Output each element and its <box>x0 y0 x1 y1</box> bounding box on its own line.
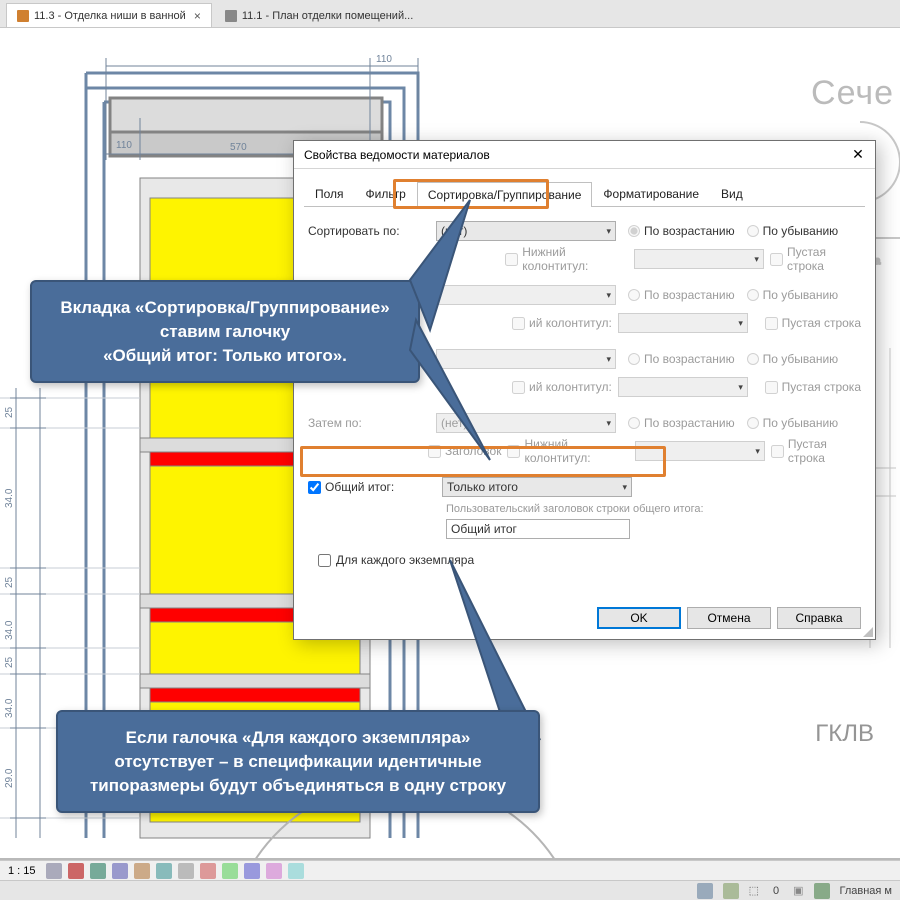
tab-filter[interactable]: Фильтр <box>355 181 417 206</box>
doc-icon <box>225 10 237 22</box>
tool-icon[interactable] <box>112 863 128 879</box>
doc-icon <box>17 10 29 22</box>
close-button[interactable]: ✕ <box>845 144 871 166</box>
tool-icon[interactable] <box>68 863 84 879</box>
dim-110b: 110 <box>376 54 392 65</box>
status-icon[interactable] <box>697 883 713 899</box>
footer-check: Нижний колонтитул: <box>505 245 628 273</box>
grand-total-check[interactable]: Общий итог: <box>308 480 436 494</box>
dialog-tabs: Поля Фильтр Сортировка/Группирование Фор… <box>304 181 865 207</box>
tool-icon[interactable] <box>266 863 282 879</box>
then-label: Затем по: <box>308 416 430 430</box>
tool-icon[interactable] <box>288 863 304 879</box>
dim-25c: 25 <box>4 656 15 668</box>
then1-select: ▾ <box>436 285 616 305</box>
dialog-titlebar[interactable]: Свойства ведомости материалов ✕ <box>294 141 875 169</box>
status-icon[interactable] <box>723 883 739 899</box>
view-control-bar[interactable]: 1 : 15 <box>0 860 900 880</box>
model-label[interactable]: Главная м <box>840 885 893 897</box>
dim-25: 25 <box>4 406 15 418</box>
doc-tab-label: 11.1 - План отделки помещений... <box>242 10 413 22</box>
dim-340b: 34.0 <box>4 620 15 640</box>
tool-icon[interactable] <box>200 863 216 879</box>
dim-110: 110 <box>116 140 132 151</box>
footer-select: ▾ <box>634 249 764 269</box>
dim-290: 29.0 <box>4 768 15 788</box>
callout-1: Вкладка «Сортировка/Группирование» стави… <box>30 280 420 383</box>
dialog-buttons: OK Отмена Справка <box>597 607 861 629</box>
doc-tab-label: 11.3 - Отделка ниши в ванной <box>34 10 186 22</box>
close-icon[interactable]: × <box>194 9 201 23</box>
bg-title: Сече <box>811 74 894 113</box>
dialog-body: Сортировать по: (нет)▾ По возрастанию По… <box>294 207 875 573</box>
asc-radio[interactable]: По возрастанию <box>628 224 735 238</box>
status-icon[interactable] <box>814 883 830 899</box>
tab-sorting[interactable]: Сортировка/Группирование <box>417 182 593 207</box>
document-tabs: 11.3 - Отделка ниши в ванной × 11.1 - Пл… <box>0 0 900 28</box>
custom-title-label: Пользовательский заголовок строки общего… <box>446 503 861 515</box>
sort-by-label: Сортировать по: <box>308 224 430 238</box>
tool-icon[interactable] <box>90 863 106 879</box>
schedule-properties-dialog: Свойства ведомости материалов ✕ Поля Фил… <box>293 140 876 640</box>
tool-icon[interactable] <box>134 863 150 879</box>
tool-icon[interactable] <box>178 863 194 879</box>
per-instance-check[interactable]: Для каждого экземпляра <box>318 553 861 567</box>
tab-appearance[interactable]: Вид <box>710 181 754 206</box>
status-bar: ⬚ 0 ▣ Главная м <box>0 880 900 900</box>
desc-radio[interactable]: По убыванию <box>747 224 839 238</box>
tool-icon[interactable] <box>222 863 238 879</box>
cancel-button[interactable]: Отмена <box>687 607 771 629</box>
zero-label: 0 <box>773 885 779 897</box>
grand-total-select[interactable]: Только итого▾ <box>442 477 632 497</box>
custom-title-input[interactable]: Общий итог <box>446 519 630 539</box>
dialog-title: Свойства ведомости материалов <box>304 148 490 162</box>
resize-handle[interactable] <box>861 625 873 637</box>
tool-icon[interactable] <box>244 863 260 879</box>
ok-button[interactable]: OK <box>597 607 681 629</box>
scale-label[interactable]: 1 : 15 <box>8 865 36 877</box>
help-button[interactable]: Справка <box>777 607 861 629</box>
sort-by-select[interactable]: (нет)▾ <box>436 221 616 241</box>
tool-icon[interactable] <box>46 863 62 879</box>
then2-select: ▾ <box>436 349 616 369</box>
dim-570: 570 <box>230 142 247 153</box>
doc-tab-inactive[interactable]: 11.1 - План отделки помещений... <box>214 3 424 27</box>
dim-25b: 25 <box>4 576 15 588</box>
then3-select: (нет)▾ <box>436 413 616 433</box>
doc-tab-active[interactable]: 11.3 - Отделка ниши в ванной × <box>6 3 212 27</box>
tab-formatting[interactable]: Форматирование <box>592 181 710 206</box>
tab-fields[interactable]: Поля <box>304 181 355 206</box>
tool-icon[interactable] <box>156 863 172 879</box>
callout-2: Если галочка «Для каждого экземпляра» от… <box>56 710 540 813</box>
bg-label: ГКЛВ <box>815 720 874 748</box>
blank-check: Пустая строка <box>770 245 861 273</box>
dim-340: 34.0 <box>4 488 15 508</box>
view-toolbar <box>46 863 304 879</box>
dim-340c: 34.0 <box>4 698 15 718</box>
